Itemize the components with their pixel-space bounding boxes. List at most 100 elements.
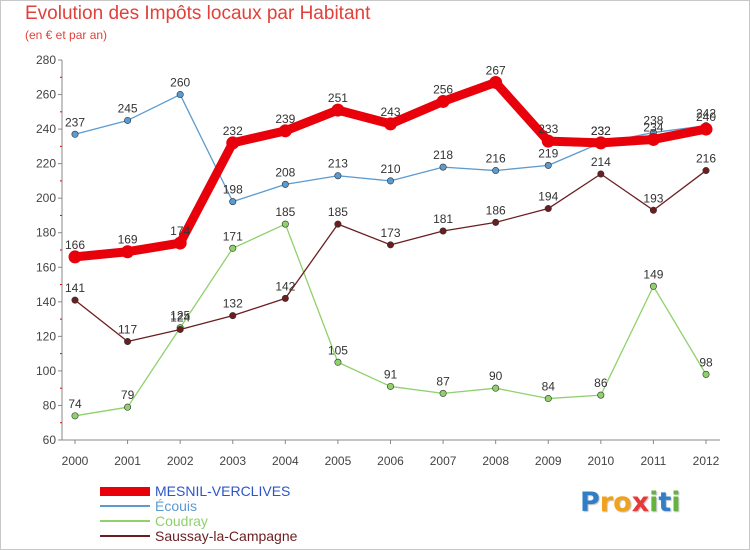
x-tick-label: 2005 <box>325 454 352 468</box>
data-label: 186 <box>486 203 506 217</box>
y-tick-label: 180 <box>36 226 56 240</box>
data-point <box>597 170 605 178</box>
y-tick-label: 200 <box>36 191 56 205</box>
data-label: 91 <box>384 367 398 381</box>
legend-swatch <box>100 535 150 537</box>
x-tick-label: 2011 <box>641 454 667 468</box>
data-point <box>229 312 237 320</box>
chart-title: Evolution des Impôts locaux par Habitant <box>25 3 371 24</box>
data-point <box>281 294 289 302</box>
data-label: 256 <box>433 82 453 96</box>
legend-label: Coudray <box>155 513 208 529</box>
data-label: 218 <box>433 148 453 162</box>
data-label: 174 <box>170 224 190 238</box>
data-point <box>281 180 289 188</box>
data-label: 181 <box>433 212 453 226</box>
legend-swatch <box>100 520 150 522</box>
data-label: 193 <box>643 191 663 205</box>
data-label: 267 <box>486 63 506 77</box>
data-label: 132 <box>223 297 243 311</box>
data-point <box>489 75 503 89</box>
x-tick-label: 2002 <box>167 454 194 468</box>
data-point <box>229 198 237 206</box>
data-point <box>334 358 342 366</box>
data-point <box>597 391 605 399</box>
data-label: 90 <box>489 369 503 383</box>
data-point <box>281 220 289 228</box>
data-point <box>68 250 82 264</box>
x-tick-label: 2004 <box>272 454 299 468</box>
data-point <box>439 389 447 397</box>
data-point <box>71 296 79 304</box>
data-label: 149 <box>643 267 663 281</box>
x-tick-label: 2010 <box>587 454 614 468</box>
data-label: 239 <box>275 112 295 126</box>
data-label: 233 <box>538 122 558 136</box>
y-tick-label: 60 <box>43 433 57 447</box>
data-label: 87 <box>436 374 450 388</box>
data-point <box>646 132 660 146</box>
data-label: 232 <box>591 124 611 138</box>
data-label: 117 <box>118 323 137 337</box>
x-tick-label: 2001 <box>114 454 141 468</box>
y-tick-label: 260 <box>36 88 56 102</box>
data-label: 216 <box>696 152 716 166</box>
data-label: 185 <box>275 205 295 219</box>
data-label: 214 <box>591 155 611 169</box>
data-label: 216 <box>486 152 506 166</box>
data-label: 169 <box>118 233 138 247</box>
data-point <box>649 282 657 290</box>
data-point <box>492 167 500 175</box>
data-label: 79 <box>121 388 135 402</box>
data-label: 141 <box>65 281 85 295</box>
data-point <box>71 412 79 420</box>
proxiti-logo: Proxiti <box>580 487 681 518</box>
legend-label: MESNIL-VERCLIVES <box>155 483 291 499</box>
logo-letter: i <box>671 487 681 518</box>
data-point <box>699 122 713 136</box>
x-tick-label: 2009 <box>535 454 562 468</box>
data-point <box>386 382 394 390</box>
data-point <box>492 218 500 226</box>
data-label: 260 <box>170 76 190 90</box>
data-point <box>544 205 552 213</box>
y-tick-label: 280 <box>36 53 56 67</box>
logo-letter: o <box>613 487 632 518</box>
data-label: 173 <box>380 226 400 240</box>
y-tick-label: 240 <box>36 122 56 136</box>
data-label: 219 <box>538 146 558 160</box>
data-label: 210 <box>380 162 400 176</box>
data-label: 232 <box>223 124 243 138</box>
data-point <box>702 370 710 378</box>
data-label: 86 <box>594 376 608 390</box>
data-point <box>71 130 79 138</box>
data-label: 213 <box>328 157 348 171</box>
data-point <box>544 161 552 169</box>
data-label: 124 <box>170 310 190 324</box>
x-tick-label: 2006 <box>377 454 404 468</box>
data-point <box>226 136 240 150</box>
y-tick-label: 220 <box>36 157 56 171</box>
data-label: 243 <box>380 105 400 119</box>
x-tick-label: 2003 <box>219 454 246 468</box>
y-tick-label: 100 <box>36 364 56 378</box>
y-tick-label: 120 <box>36 329 56 343</box>
data-label: 98 <box>699 355 713 369</box>
data-point <box>331 103 345 117</box>
data-point <box>124 116 132 124</box>
y-tick-label: 160 <box>36 260 56 274</box>
logo-letter: x <box>631 487 650 518</box>
data-label: 208 <box>275 165 295 179</box>
y-tick-label: 80 <box>43 398 57 412</box>
data-point <box>544 395 552 403</box>
data-label: 105 <box>328 343 348 357</box>
data-label: 84 <box>542 380 556 394</box>
data-label: 142 <box>275 279 295 293</box>
logo-letter: r <box>599 487 614 518</box>
data-label: 171 <box>223 229 243 243</box>
data-label: 194 <box>538 190 558 204</box>
data-label: 242 <box>696 107 716 121</box>
data-point <box>334 172 342 180</box>
data-point <box>439 163 447 171</box>
